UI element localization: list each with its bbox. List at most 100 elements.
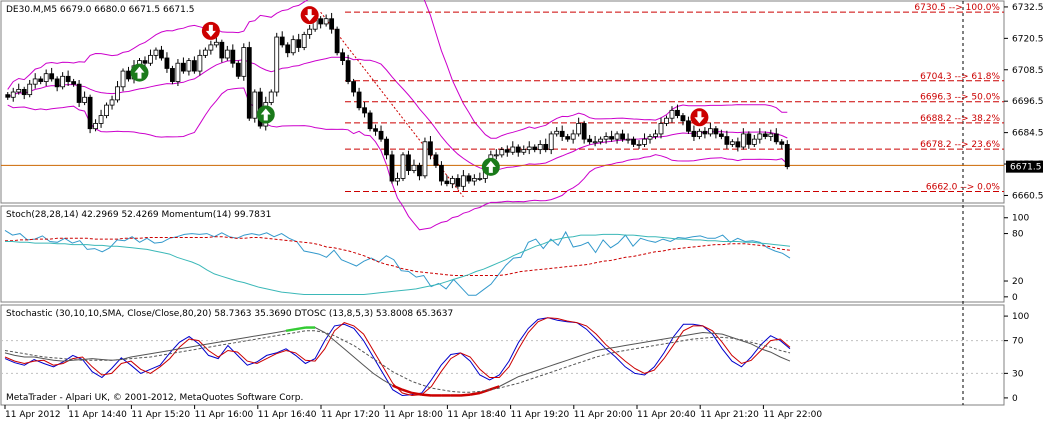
candle-up bbox=[148, 54, 153, 64]
price-axis: 6732.56720.56708.56696.56684.56672.56660… bbox=[1004, 3, 1043, 201]
candle-up bbox=[43, 73, 49, 82]
candle-up bbox=[104, 104, 109, 116]
candle-up bbox=[570, 133, 576, 140]
candle-down bbox=[389, 154, 395, 182]
candle-up bbox=[592, 141, 598, 144]
candle-up bbox=[768, 133, 774, 137]
candle-up bbox=[290, 39, 296, 54]
band-lower bbox=[7, 87, 788, 231]
time-tick-label: 11 Apr 14:40 bbox=[68, 410, 127, 420]
stoch-momentum-lines: 100 80 20 0 bbox=[4, 214, 1029, 303]
fib-level-label: 6696.3 --> 50.0% bbox=[920, 93, 1000, 103]
arrow-glyph bbox=[260, 108, 271, 121]
candle-up bbox=[647, 136, 653, 140]
candle-down bbox=[378, 130, 384, 140]
candle-up bbox=[307, 28, 313, 35]
candle-down bbox=[191, 60, 197, 72]
band-upper bbox=[7, 0, 788, 139]
candle-up bbox=[323, 18, 329, 25]
candle-down bbox=[724, 136, 730, 145]
time-tick-label: 11 Apr 21:20 bbox=[700, 410, 759, 420]
zone-highlight-segment bbox=[460, 393, 471, 397]
price-tick-label: 6660.5 bbox=[1012, 191, 1043, 201]
candle-down bbox=[515, 146, 521, 153]
stoch_signal-line bbox=[5, 236, 791, 276]
candle-up bbox=[109, 99, 115, 106]
candle-down bbox=[746, 133, 752, 145]
candle-up bbox=[241, 47, 247, 77]
candle-up bbox=[449, 178, 455, 185]
candle-down bbox=[362, 107, 367, 114]
candle-down bbox=[21, 89, 27, 96]
candle-up bbox=[98, 115, 104, 124]
candle-down bbox=[296, 39, 302, 48]
osc_blue-line bbox=[4, 317, 791, 397]
candle-up bbox=[400, 154, 406, 179]
candle-down bbox=[439, 164, 444, 182]
oscillator-tick-label: 100 bbox=[1012, 312, 1029, 322]
bollinger-bands bbox=[7, 0, 788, 231]
candle-down bbox=[279, 36, 285, 46]
candle-down bbox=[76, 83, 82, 103]
arrow-glyph bbox=[304, 9, 315, 22]
candle-down bbox=[543, 143, 549, 151]
candle-down bbox=[49, 73, 55, 80]
time-tick-label: 11 Apr 20:40 bbox=[637, 410, 696, 420]
candle-up bbox=[411, 164, 417, 171]
zone-highlight-segment bbox=[411, 391, 422, 396]
candle-down bbox=[219, 41, 225, 59]
candle-up bbox=[175, 62, 181, 82]
stoch-panel-frame bbox=[0, 205, 1005, 303]
current-price-badge bbox=[1006, 160, 1043, 173]
zone-highlight-segment bbox=[401, 388, 413, 395]
fib-level-label: 6688.2 --> 38.2% bbox=[920, 114, 1000, 124]
candle-up bbox=[115, 86, 120, 101]
stoch-tick-label: 80 bbox=[1012, 230, 1024, 240]
candle-down bbox=[779, 141, 785, 145]
candle-down bbox=[351, 81, 356, 93]
candle-down bbox=[417, 164, 422, 177]
candle-down bbox=[38, 78, 44, 82]
oscillator-panel-frame bbox=[0, 304, 1005, 406]
stochastic-dtosc-lines: 100 70 30 0 bbox=[1, 312, 1029, 404]
oscillator-tick-label: 0 bbox=[1012, 394, 1018, 404]
time-tick-label: 11 Apr 18:00 bbox=[384, 410, 443, 420]
candle-down bbox=[235, 62, 241, 77]
candle-down bbox=[230, 49, 236, 64]
candle-down bbox=[406, 154, 411, 171]
symbol-header: DE30.M,M5 6679.0 6680.0 6671.5 6671.5 bbox=[6, 5, 194, 15]
candle-down bbox=[5, 94, 11, 98]
candle-down bbox=[334, 28, 340, 54]
zone-highlight-segment bbox=[469, 391, 481, 396]
fibonacci-retracement: 6730.5 --> 100.0% 6704.3 --> 61.8% 6696.3 … bbox=[1, 3, 1004, 198]
candle-up bbox=[274, 36, 280, 93]
candle-down bbox=[340, 52, 346, 62]
stoch-tick-label: 20 bbox=[1012, 277, 1024, 287]
candle-down bbox=[373, 128, 378, 132]
price-tick-label: 6720.5 bbox=[1012, 34, 1043, 44]
candle-up bbox=[576, 123, 582, 135]
candle-down bbox=[675, 109, 680, 116]
candle-down bbox=[691, 130, 697, 137]
time-tick-label: 11 Apr 15:20 bbox=[131, 410, 190, 420]
candle-down bbox=[587, 138, 593, 143]
candle-down bbox=[318, 18, 324, 25]
candle-up bbox=[82, 96, 87, 103]
candle-up bbox=[493, 154, 499, 157]
time-tick-label: 11 Apr 16:40 bbox=[258, 410, 317, 420]
candle-up bbox=[625, 138, 631, 141]
stoch_main-line bbox=[4, 229, 791, 296]
candle-up bbox=[197, 54, 203, 72]
arrow-glyph bbox=[134, 66, 145, 79]
candle-down bbox=[773, 133, 779, 143]
time-axis: 11 Apr 2012 11 Apr 14:40 11 Apr 15:20 11 Ap… bbox=[4, 405, 822, 420]
candle-down bbox=[433, 154, 439, 166]
candle-up bbox=[477, 178, 483, 180]
candle-down bbox=[718, 133, 724, 137]
candle-up bbox=[751, 138, 757, 145]
candle-up bbox=[729, 141, 735, 145]
candle-down bbox=[735, 141, 741, 148]
candle-down bbox=[784, 143, 790, 168]
candle-up bbox=[697, 130, 702, 137]
candle-up bbox=[252, 91, 258, 119]
